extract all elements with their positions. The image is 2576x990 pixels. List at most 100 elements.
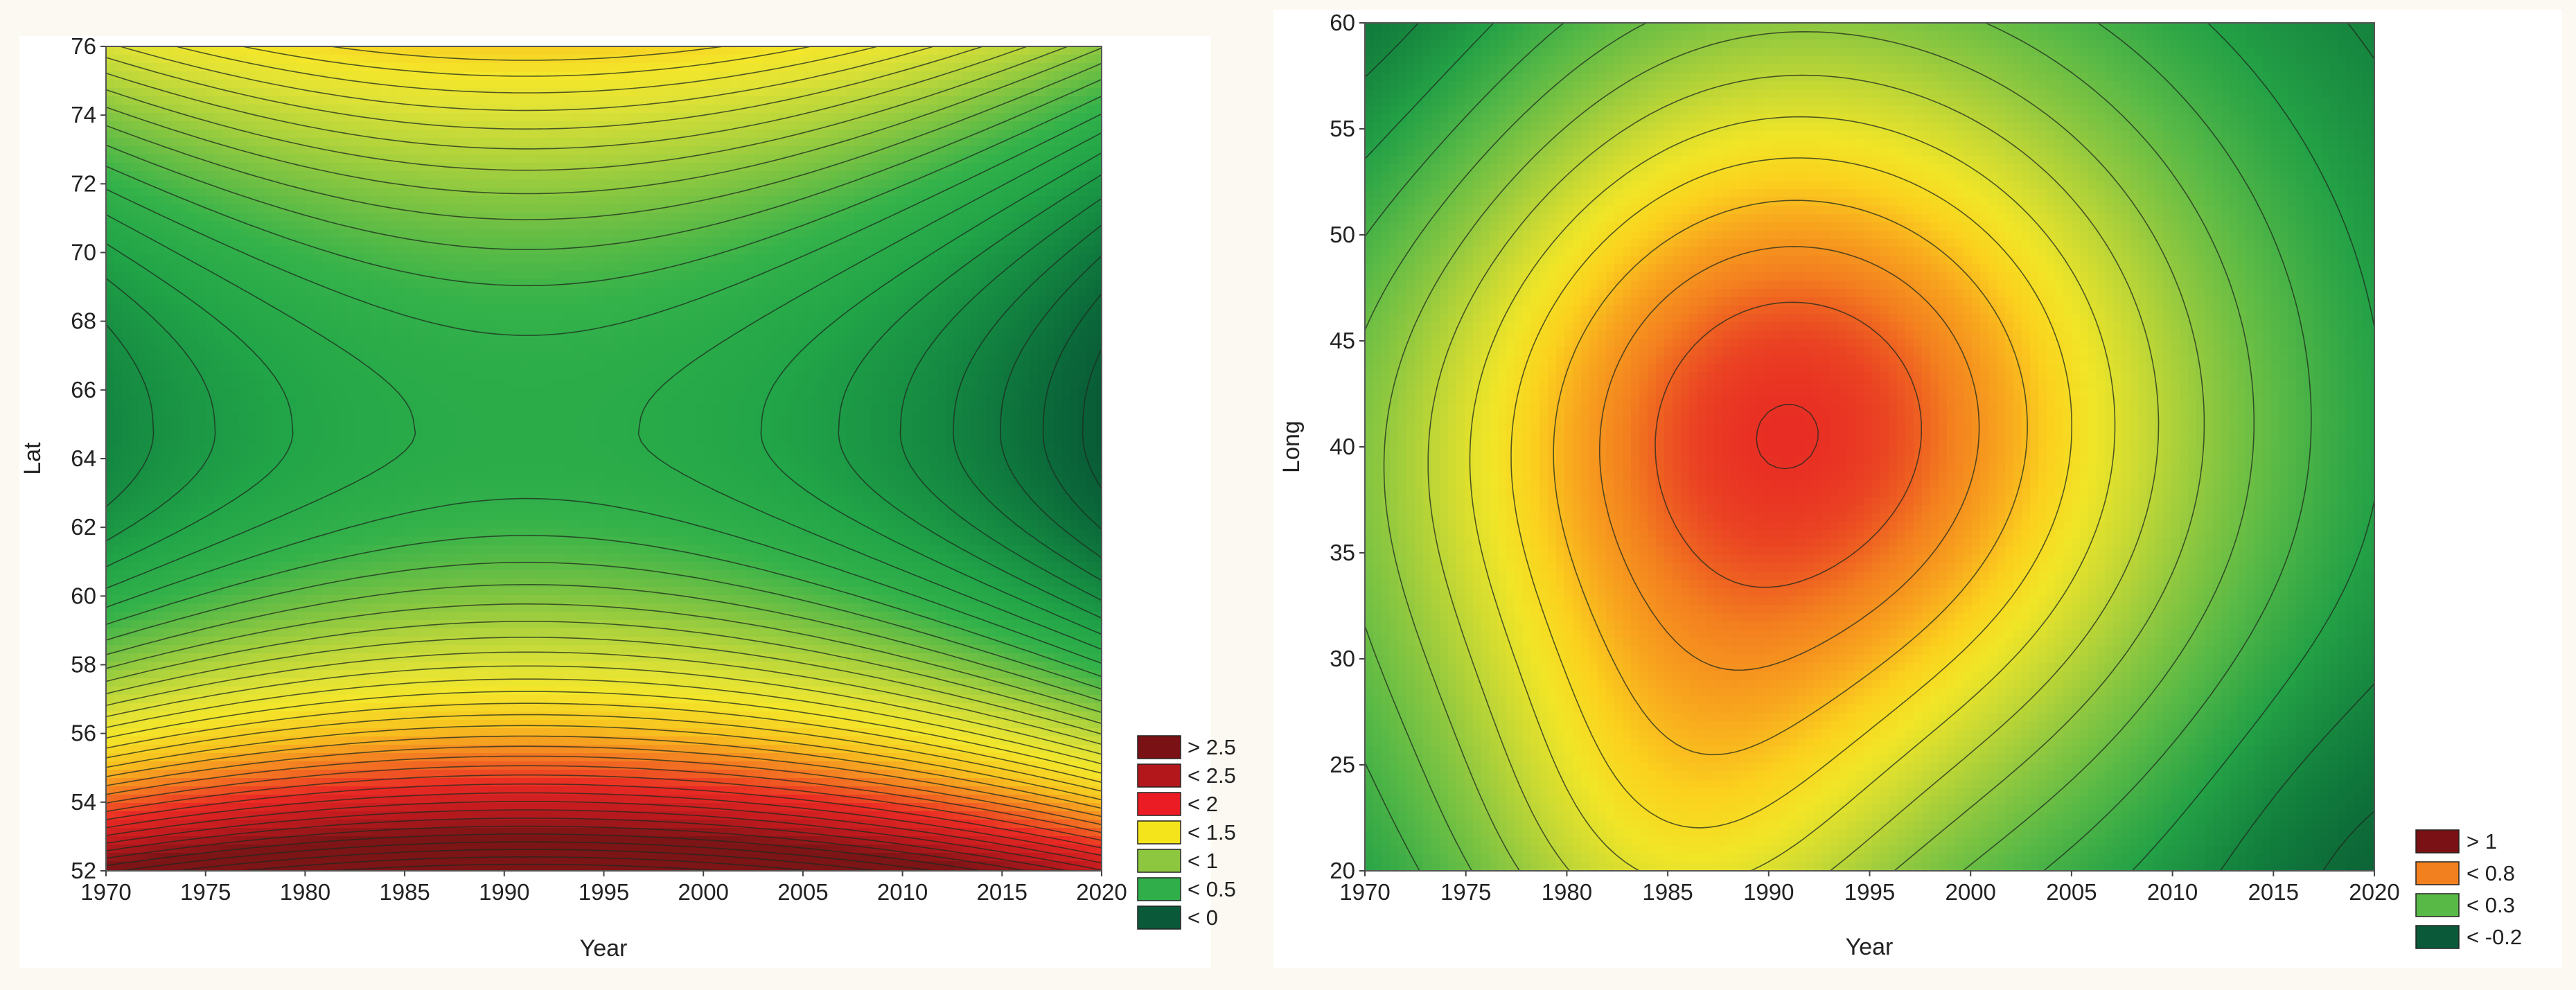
- contour-fill-cell: [231, 229, 240, 238]
- contour-fill-cell: [239, 188, 248, 197]
- contour-fill-cell: [355, 96, 364, 105]
- contour-fill-cell: [306, 271, 315, 280]
- contour-fill-cell: [372, 55, 381, 64]
- contour-fill-cell: [946, 63, 955, 72]
- contour-fill-cell: [422, 96, 431, 105]
- contour-fill-cell: [563, 204, 572, 213]
- contour-fill-cell: [904, 329, 913, 338]
- contour-fill-cell: [314, 387, 323, 396]
- contour-fill-cell: [904, 88, 913, 97]
- contour-fill-cell: [538, 204, 547, 213]
- contour-fill-cell: [755, 71, 764, 80]
- contour-fill-cell: [921, 379, 930, 388]
- contour-fill-cell: [813, 138, 822, 147]
- contour-fill-cell: [1079, 279, 1088, 288]
- contour-fill-cell: [272, 379, 281, 388]
- contour-fill-cell: [547, 263, 556, 272]
- contour-fill-cell: [771, 71, 780, 80]
- contour-fill-cell: [954, 263, 963, 272]
- contour-fill-cell: [372, 71, 381, 80]
- contour-fill-cell: [173, 196, 182, 205]
- contour-fill-cell: [979, 279, 988, 288]
- contour-fill-cell: [330, 121, 339, 130]
- contour-fill-cell: [214, 179, 223, 188]
- contour-fill-cell: [1029, 263, 1038, 272]
- contour-fill-cell: [272, 46, 281, 55]
- contour-fill-cell: [297, 55, 306, 64]
- contour-fill-cell: [355, 63, 364, 72]
- contour-fill-cell: [705, 80, 714, 89]
- contour-fill-cell: [987, 346, 996, 355]
- contour-fill-cell: [655, 238, 664, 247]
- contour-fill-cell: [813, 96, 822, 105]
- contour-fill-cell: [389, 213, 398, 222]
- contour-fill-cell: [721, 387, 730, 396]
- contour-fill-cell: [655, 121, 664, 130]
- contour-fill-cell: [555, 105, 564, 114]
- contour-fill-cell: [547, 171, 556, 180]
- contour-fill-cell: [962, 279, 971, 288]
- contour-fill-cell: [389, 188, 398, 197]
- contour-fill-cell: [530, 163, 539, 172]
- contour-fill-cell: [904, 312, 913, 321]
- contour-fill-cell: [414, 296, 423, 305]
- contour-fill-cell: [306, 346, 315, 355]
- contour-fill-cell: [289, 96, 298, 105]
- contour-fill-cell: [613, 296, 622, 305]
- contour-fill-cell: [713, 113, 722, 122]
- contour-fill-cell: [904, 121, 913, 130]
- contour-fill-cell: [156, 238, 165, 247]
- contour-fill-cell: [405, 263, 414, 272]
- contour-fill-cell: [1004, 154, 1013, 163]
- contour-fill-cell: [838, 171, 847, 180]
- contour-fill-cell: [439, 113, 448, 122]
- contour-fill-cell: [921, 337, 930, 346]
- contour-fill-cell: [464, 71, 473, 80]
- contour-fill-cell: [314, 46, 323, 55]
- contour-fill-cell: [414, 96, 423, 105]
- contour-fill-cell: [173, 387, 182, 396]
- contour-fill-cell: [979, 96, 988, 105]
- contour-fill-cell: [488, 288, 497, 297]
- contour-fill-cell: [671, 279, 680, 288]
- contour-fill-cell: [912, 371, 921, 380]
- contour-fill-cell: [222, 196, 231, 205]
- contour-fill-cell: [946, 96, 955, 105]
- contour-fill-cell: [746, 254, 755, 263]
- contour-fill-cell: [580, 204, 589, 213]
- contour-fill-cell: [971, 263, 980, 272]
- contour-fill-cell: [655, 138, 664, 147]
- contour-fill-cell: [239, 163, 248, 172]
- contour-fill-cell: [1046, 346, 1055, 355]
- contour-fill-cell: [929, 80, 938, 89]
- contour-fill-cell: [106, 130, 115, 139]
- contour-fill-cell: [214, 362, 223, 371]
- contour-fill-cell: [613, 321, 622, 330]
- contour-fill-cell: [863, 204, 872, 213]
- contour-fill-cell: [987, 246, 996, 255]
- contour-fill-cell: [788, 288, 797, 297]
- contour-fill-cell: [804, 354, 813, 363]
- contour-fill-cell: [405, 354, 414, 363]
- contour-fill-cell: [713, 304, 722, 313]
- contour-fill-cell: [871, 63, 880, 72]
- contour-fill-cell: [621, 346, 630, 355]
- contour-fill-cell: [306, 362, 315, 371]
- contour-fill-cell: [422, 179, 431, 188]
- contour-fill-cell: [705, 121, 714, 130]
- contour-fill-cell: [1021, 46, 1030, 55]
- contour-fill-cell: [231, 171, 240, 180]
- contour-fill-cell: [680, 196, 689, 205]
- contour-fill-cell: [380, 46, 389, 55]
- contour-fill-cell: [422, 46, 431, 55]
- contour-fill-cell: [863, 288, 872, 297]
- contour-fill-cell: [979, 163, 988, 172]
- contour-fill-cell: [829, 337, 838, 346]
- contour-fill-cell: [680, 387, 689, 396]
- contour-fill-cell: [746, 55, 755, 64]
- contour-fill-cell: [222, 263, 231, 272]
- contour-fill-cell: [264, 55, 273, 64]
- contour-fill-cell: [106, 304, 115, 313]
- contour-fill-cell: [588, 163, 597, 172]
- contour-fill-cell: [114, 96, 123, 105]
